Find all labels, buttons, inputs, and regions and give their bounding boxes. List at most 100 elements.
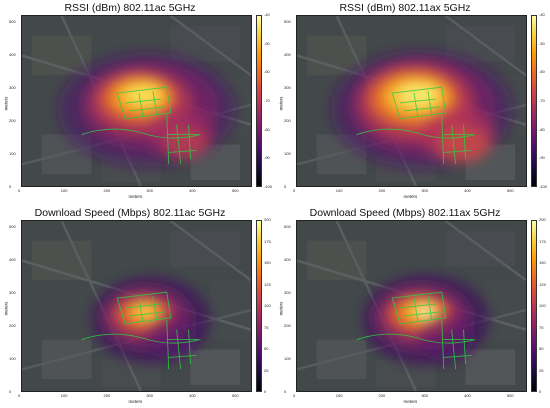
chart-title: Download Speed (Mbps) 802.11ax 5GHz	[309, 207, 501, 219]
colorbar-tick-label: -100	[539, 184, 548, 189]
x-tick-label: 100	[60, 188, 68, 193]
measurement-path	[116, 291, 172, 325]
y-tick-label: 200	[284, 322, 291, 328]
x-axis-label: meters	[403, 194, 418, 199]
colorbar-tick-label: -90	[264, 155, 270, 161]
y-tick-label: 300	[9, 289, 16, 295]
heat-region	[417, 313, 474, 362]
colorbar-tick-label: 200	[539, 217, 546, 222]
measurement-path	[81, 128, 201, 139]
colorbar-tick-label: 75	[264, 324, 269, 330]
colorbar-tick-label: 0	[264, 389, 267, 394]
y-tick-label: 500	[9, 223, 16, 229]
y-tick-label: 400	[9, 51, 16, 57]
x-tick-label: 400	[464, 188, 471, 193]
colorbar	[531, 15, 537, 187]
y-tick-label: 200	[284, 117, 291, 123]
chart-title: Download Speed (Mbps) 802.11ac 5GHz	[34, 207, 226, 219]
measurement-path	[391, 86, 447, 120]
aerial-patch	[31, 35, 92, 76]
aerial-patch	[445, 230, 516, 267]
measurement-path	[166, 114, 199, 165]
y-tick-label: 300	[9, 84, 16, 90]
colorbar	[531, 220, 537, 392]
x-tick-label: 200	[378, 188, 386, 193]
colorbar	[256, 15, 262, 187]
x-tick-label: 300	[421, 393, 429, 398]
x-tick-label: 500	[506, 188, 514, 193]
y-tick-label: 0	[9, 184, 12, 189]
colorbar-tick-label: -90	[539, 155, 545, 161]
x-tick-label: 0	[293, 188, 296, 193]
x-tick-label: 400	[189, 393, 196, 398]
measurement-path	[391, 291, 447, 325]
heatmap-plot-area	[21, 220, 252, 392]
x-tick-label: 200	[378, 393, 386, 398]
measurement-path	[166, 319, 199, 370]
x-tick-label: 300	[421, 188, 429, 193]
colorbar-tick-label: -50	[264, 40, 270, 46]
colorbar-tick-label: -100	[264, 184, 273, 189]
panel-speed-80211ax: Download Speed (Mbps) 802.11ax 5GHz 0 100 2…	[278, 205, 550, 405]
x-tick-label: 300	[146, 393, 154, 398]
colorbar-tick-label: 50	[264, 346, 269, 351]
colorbar-tick-label: 25	[264, 367, 269, 373]
aerial-patch	[190, 349, 241, 386]
y-axis-label: meters	[3, 96, 9, 111]
y-tick-label: 300	[284, 289, 291, 295]
colorbar-tick-label: -70	[264, 98, 270, 103]
y-tick-label: 100	[9, 150, 16, 156]
measurement-path	[81, 333, 201, 344]
measurement-path	[125, 91, 165, 117]
aerial-patch	[170, 230, 241, 267]
y-tick-label: 500	[284, 18, 291, 24]
colorbar-tick-label: 200	[264, 217, 271, 222]
aerial-patch	[41, 339, 92, 380]
x-tick-label: 500	[506, 393, 514, 398]
heat-region	[163, 126, 208, 159]
colorbar-tick-label: 150	[264, 260, 271, 265]
aerial-patch	[101, 359, 161, 388]
y-tick-label: 100	[9, 355, 16, 361]
panel-speed-80211ac: Download Speed (Mbps) 802.11ac 5GHz 0 100 2…	[3, 205, 275, 405]
x-tick-label: 100	[60, 393, 68, 398]
x-axis-label: meters	[403, 399, 418, 404]
heat-region	[437, 126, 490, 163]
colorbar-tick-label: -60	[264, 69, 270, 75]
aerial-patch	[210, 280, 251, 340]
x-tick-label: 200	[103, 188, 111, 193]
y-tick-label: 100	[284, 355, 291, 361]
aerial-patch	[316, 339, 367, 380]
colorbar	[256, 220, 262, 392]
y-tick-label: 200	[9, 322, 16, 328]
y-tick-label: 100	[284, 150, 291, 156]
x-tick-label: 300	[146, 188, 154, 193]
y-tick-label: 0	[284, 389, 287, 394]
heat-region	[131, 304, 159, 320]
heatmap-plot-area	[296, 220, 527, 392]
heat-region	[416, 306, 435, 317]
colorbar-tick-label: 150	[539, 260, 546, 265]
measurement-path	[125, 296, 165, 322]
x-tick-label: 100	[335, 393, 343, 398]
colorbar-tick-label: 100	[264, 303, 271, 308]
aerial-patch	[485, 280, 526, 340]
x-tick-label: 500	[231, 393, 239, 398]
measurement-path	[400, 296, 440, 322]
heatmap-svg	[22, 16, 251, 186]
colorbar-tick-label: 125	[539, 281, 546, 287]
y-tick-label: 0	[284, 184, 287, 189]
y-axis-label: meters	[278, 301, 284, 316]
colorbar-tick-label: 25	[539, 367, 544, 373]
heatmap-svg	[297, 221, 526, 391]
y-tick-label: 400	[9, 256, 16, 262]
road-line	[444, 16, 526, 77]
colorbar-tick-label: -60	[539, 69, 545, 75]
x-axis-label: meters	[128, 194, 143, 199]
colorbar-tick-label: 75	[539, 324, 544, 330]
measurement-path	[400, 91, 440, 117]
x-tick-label: 100	[335, 188, 343, 193]
y-axis-label: meters	[278, 96, 284, 111]
measurement-path	[116, 86, 172, 120]
colorbar-tick-label: 50	[539, 346, 544, 351]
